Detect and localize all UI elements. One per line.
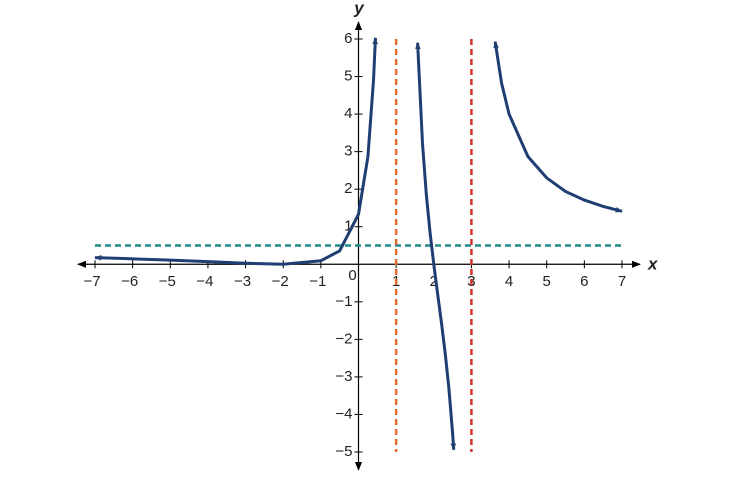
x-tick-label: −1 — [309, 273, 326, 290]
y-tick-label: −5 — [335, 443, 352, 460]
x-tick-label: −5 — [159, 273, 176, 290]
y-tick-label: 5 — [344, 68, 352, 85]
curve — [415, 42, 457, 451]
y-tick-label: 3 — [344, 143, 352, 160]
x-tick-label: −2 — [272, 273, 289, 290]
x-tick-label: 7 — [618, 273, 626, 290]
y-tick-label: 6 — [344, 30, 352, 47]
y-axis-title: y — [353, 0, 365, 17]
y-tick-label: −4 — [335, 405, 352, 422]
curve — [94, 37, 378, 266]
x-tick-label: −3 — [234, 273, 251, 290]
x-tick-label: 4 — [505, 273, 513, 290]
y-tick-label: −1 — [335, 293, 352, 310]
x-tick-label: 6 — [580, 273, 588, 290]
x-tick-label: 5 — [543, 273, 551, 290]
x-tick-label: −4 — [196, 273, 213, 290]
x-tick-label: 0 — [348, 267, 356, 284]
y-tick-label: 4 — [344, 105, 352, 122]
y-tick-label: −3 — [335, 368, 352, 385]
curve — [493, 40, 623, 213]
x-axis-title: x — [647, 254, 659, 273]
x-tick-label: −7 — [83, 273, 100, 290]
x-tick-label: −6 — [121, 273, 138, 290]
y-tick-label: 2 — [344, 180, 352, 197]
y-tick-label: −2 — [335, 330, 352, 347]
